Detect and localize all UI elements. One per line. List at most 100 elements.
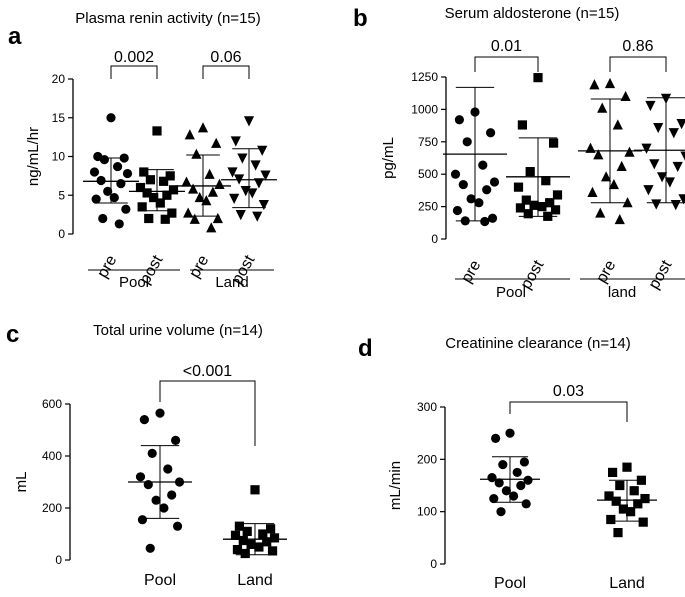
y-tick-label: 5 [58,188,65,202]
data-point [123,169,132,178]
y-tick-label: 200 [417,452,437,466]
data-point [146,175,155,184]
data-point [121,205,130,214]
y-tick-label: 0 [55,553,62,567]
data-point [533,73,542,82]
data-point [181,176,191,186]
data-point [173,522,182,531]
y-tick-label: 10 [52,150,66,164]
x-category-label: pre [458,257,484,286]
data-point [624,147,634,157]
group-label: Pool [496,284,526,301]
series-group [443,87,507,226]
p-value-label: <0.001 [183,363,232,380]
data-point [140,415,149,424]
data-point [639,518,648,527]
series-group [480,429,540,517]
data-point [163,464,172,473]
data-point [213,213,223,223]
data-point [605,78,615,88]
series-group [506,73,570,221]
group-label: land [608,284,636,301]
data-point [90,167,99,176]
chart-title: Total urine volume (n=14) [93,322,263,339]
data-point [474,198,483,207]
data-point [146,544,155,553]
data-point [236,210,246,220]
data-point [237,153,247,163]
data-point [243,527,252,536]
series-group [83,113,139,228]
data-point [606,515,615,524]
x-category-label: Land [237,572,273,589]
data-point [677,119,685,129]
data-point [514,183,523,192]
y-tick-label: 20 [52,72,66,86]
data-point [254,178,264,188]
data-point [155,409,164,418]
data-point [211,138,221,148]
data-point [587,187,597,197]
x-category-label: Pool [494,575,526,592]
significance-bracket [111,66,157,79]
data-point [115,219,124,228]
data-point [98,214,107,223]
data-point [148,449,157,458]
data-point [613,119,623,129]
data-point [549,138,558,147]
x-category-label: pre [186,252,212,281]
data-point [608,468,617,477]
data-point [167,490,176,499]
y-tick-label: 15 [52,111,66,125]
panel-letter: d [358,335,373,362]
x-category-label: pre [593,257,619,286]
data-point [653,123,663,133]
p-value-label: 0.002 [114,49,154,66]
data-point [491,434,500,443]
data-point [138,202,147,211]
data-point [673,162,683,172]
data-point [205,169,215,179]
data-point [159,177,168,186]
data-point [257,146,267,156]
data-point [516,481,525,490]
data-point [643,185,653,195]
data-point [152,126,161,135]
y-tick-label: 0 [431,232,438,246]
data-point [626,507,635,516]
data-point [92,195,101,204]
data-point [669,128,679,138]
data-point [622,463,631,472]
data-point [259,200,269,210]
data-point [482,185,491,194]
chart-title: Serum aldosterone (n=15) [445,5,620,22]
y-axis-label: mL [13,472,30,493]
data-point [522,499,531,508]
p-value-label: 0.03 [553,383,584,400]
y-tick-label: 100 [417,505,437,519]
group-label: Land [215,274,248,291]
data-point [144,480,153,489]
x-category-label: post [646,257,676,292]
data-point [496,507,505,516]
significance-bracket [510,402,627,422]
y-tick-label: 0 [58,227,65,241]
data-point [651,199,661,209]
panel-letter: c [6,321,19,348]
data-point [541,176,550,185]
data-point [231,136,241,146]
group-label: Pool [119,274,149,291]
data-point [453,206,462,215]
data-point [268,546,277,555]
y-tick-label: 0 [430,557,437,571]
data-point [171,436,180,445]
data-point [152,496,161,505]
series-group [128,409,192,553]
y-axis-label: ng/mL/hr [25,127,42,186]
y-tick-label: 250 [418,200,438,214]
data-point [661,94,671,104]
data-point [486,128,495,137]
